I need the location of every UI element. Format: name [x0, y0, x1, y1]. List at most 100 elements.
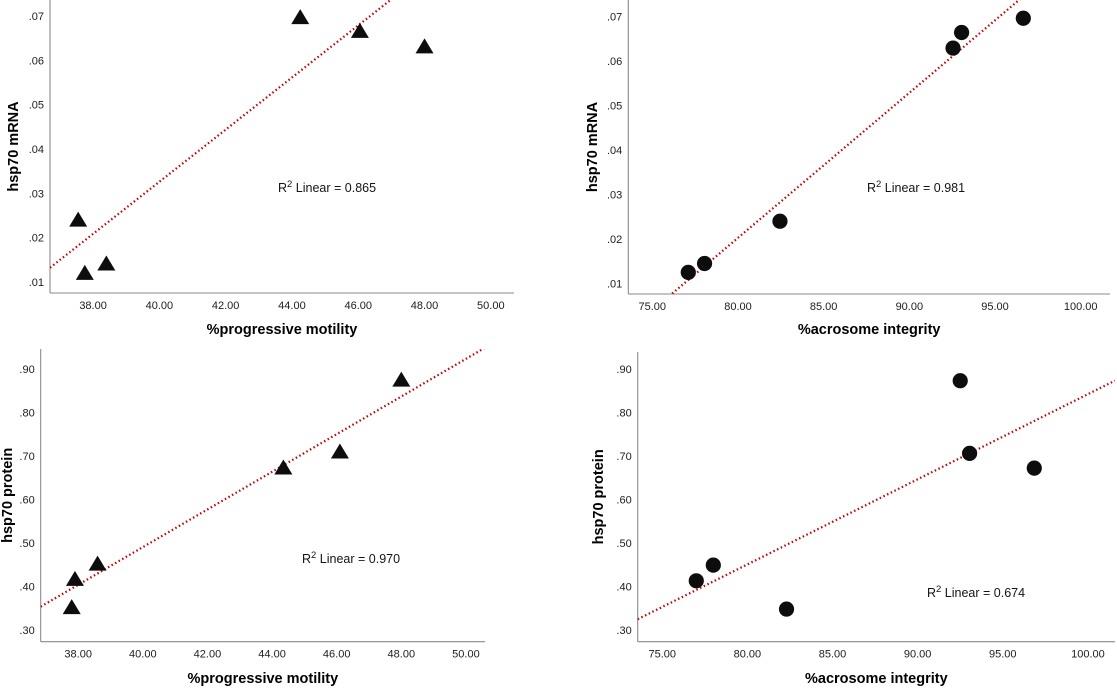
- scatter-mrna-vs-motility: 38.00 40.00 42.00 44.00 46.00 48.00 50.00 .07 .0…: [6, 0, 514, 338]
- x-tick-label: 100.00: [1071, 649, 1105, 661]
- chart-mrna-vs-motility: 38.00 40.00 42.00 44.00 46.00 48.00 50.00 .07 .0…: [0, 0, 558, 345]
- chart-protein-vs-acrosome: 75.00 80.00 85.00 90.00 95.00 100.00 .90 .80 .70…: [559, 345, 1117, 690]
- x-tick-label: 50.00: [477, 300, 505, 312]
- y-tick-label: .03: [29, 188, 44, 200]
- x-tick-label: 80.00: [734, 649, 762, 661]
- x-tick-label: 85.00: [819, 649, 847, 661]
- x-tick-label: 75.00: [648, 649, 676, 661]
- plot-area: 38.00 40.00 42.00 44.00 46.00 48.00 50.00 .07 .0…: [29, 0, 514, 312]
- y-tick-label: .02: [29, 233, 44, 245]
- x-tick-label: 42.00: [194, 649, 222, 661]
- data-point-triangle: [65, 570, 84, 586]
- data-point-triangle: [392, 371, 411, 387]
- x-tick-label: 90.00: [904, 649, 932, 661]
- y-tick-label: .50: [19, 538, 34, 550]
- y-tick-label: .30: [19, 625, 34, 637]
- y-tick-label: .07: [29, 11, 44, 23]
- x-axis-label: %progressive motility: [188, 671, 339, 687]
- data-point-triangle: [291, 9, 310, 25]
- chart-mrna-vs-acrosome: 75.00 80.00 85.00 90.00 95.00 100.00 .07 .06 .05…: [559, 0, 1117, 345]
- y-tick-label: .30: [616, 625, 631, 637]
- x-tick-label: 42.00: [212, 300, 240, 312]
- y-tick-label: .01: [29, 277, 44, 289]
- y-tick-label: .60: [19, 494, 34, 506]
- x-tick-label: 75.00: [639, 301, 667, 313]
- x-tick-label: 95.00: [981, 301, 1009, 313]
- data-point-triangle: [88, 555, 107, 571]
- y-tick-label: .60: [616, 494, 631, 506]
- x-axis-label: %acrosome integrity: [805, 671, 948, 687]
- y-tick-label: .90: [19, 364, 34, 376]
- x-tick-label: 38.00: [79, 300, 107, 312]
- chart-protein-vs-motility: 38.00 40.00 42.00 44.00 46.00 48.00 50.00 .90 .8…: [0, 345, 558, 690]
- x-tick-label: 50.00: [452, 649, 480, 661]
- data-point-circle: [954, 24, 970, 41]
- y-tick-label: .05: [29, 100, 44, 112]
- y-tick-label: .70: [616, 451, 631, 463]
- data-point-triangle: [350, 22, 369, 38]
- x-tick-label: 48.00: [388, 649, 416, 661]
- x-tick-label: 95.00: [989, 649, 1017, 661]
- scatter-mrna-vs-acrosome: 75.00 80.00 85.00 90.00 95.00 100.00 .07 .06 .05…: [585, 0, 1110, 338]
- x-tick-label: 38.00: [64, 649, 92, 661]
- y-axis-label: hsp70 protein: [0, 448, 16, 543]
- x-axis-label: %progressive motility: [207, 322, 358, 338]
- data-point-circle: [1026, 460, 1042, 476]
- data-point-triangle: [274, 459, 293, 475]
- scatter-protein-vs-motility: 38.00 40.00 42.00 44.00 46.00 48.00 50.00 .90 .8…: [0, 349, 485, 687]
- x-tick-label: 44.00: [278, 300, 306, 312]
- r2-annotation: R2 Linear = 0.865: [278, 179, 376, 195]
- data-point-circle: [688, 573, 704, 589]
- x-tick-label: 44.00: [258, 649, 286, 661]
- data-point-circle: [772, 213, 788, 229]
- y-axis-label: hsp70 mRNA: [585, 101, 601, 192]
- y-tick-label: .01: [607, 278, 622, 290]
- data-point-circle: [945, 40, 961, 56]
- data-point-triangle: [69, 211, 88, 227]
- x-tick-label: 100.00: [1064, 301, 1098, 313]
- trend-line: [637, 379, 1115, 621]
- y-tick-label: .80: [616, 407, 631, 419]
- x-tick-label: 80.00: [724, 301, 752, 313]
- y-tick-label: .90: [616, 364, 631, 376]
- data-point-circle: [778, 601, 795, 617]
- data-point-triangle: [415, 38, 434, 54]
- y-tick-label: .04: [607, 145, 622, 157]
- y-tick-label: .70: [19, 451, 34, 463]
- x-tick-label: 46.00: [323, 649, 351, 661]
- y-tick-label: .03: [607, 189, 622, 201]
- y-tick-label: .06: [607, 56, 622, 68]
- trend-line: [669, 0, 1021, 294]
- data-point-circle: [1015, 10, 1031, 26]
- data-point-triangle: [330, 443, 349, 459]
- y-tick-label: .05: [607, 100, 622, 112]
- data-point-circle: [961, 445, 978, 461]
- x-tick-label: 40.00: [129, 649, 157, 661]
- y-tick-label: .06: [29, 55, 44, 67]
- data-point-triangle: [97, 255, 116, 271]
- data-point-triangle: [75, 264, 94, 280]
- y-tick-label: .40: [19, 581, 34, 593]
- y-tick-label: .02: [607, 234, 622, 246]
- r2-annotation: R2 Linear = 0.674: [927, 584, 1025, 600]
- x-tick-label: 48.00: [411, 300, 439, 312]
- data-point-circle: [952, 373, 968, 389]
- y-axis-label: hsp70 protein: [591, 449, 607, 544]
- data-point-circle: [696, 255, 713, 272]
- plot-area: 75.00 80.00 85.00 90.00 95.00 100.00 .07 .06 .05…: [607, 0, 1110, 313]
- r2-annotation: R2 Linear = 0.970: [302, 550, 400, 566]
- data-point-triangle: [62, 599, 81, 615]
- x-tick-label: 85.00: [810, 301, 838, 313]
- trend-line: [40, 349, 485, 608]
- y-tick-label: .04: [29, 144, 44, 156]
- y-axis-label: hsp70 mRNA: [6, 101, 22, 192]
- scatter-protein-vs-acrosome: 75.00 80.00 85.00 90.00 95.00 100.00 .90 .80 .70…: [591, 352, 1115, 687]
- x-tick-label: 90.00: [896, 301, 924, 313]
- y-tick-label: .40: [616, 581, 631, 593]
- trend-line: [50, 0, 393, 269]
- y-tick-label: .80: [19, 407, 34, 419]
- data-point-circle: [705, 557, 721, 573]
- plot-area: 75.00 80.00 85.00 90.00 95.00 100.00 .90 .80 .70…: [616, 352, 1115, 661]
- plot-area: 38.00 40.00 42.00 44.00 46.00 48.00 50.00 .90 .8…: [19, 349, 485, 661]
